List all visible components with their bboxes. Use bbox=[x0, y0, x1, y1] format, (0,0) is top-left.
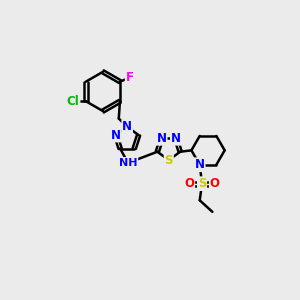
Text: N: N bbox=[171, 132, 181, 145]
Text: N: N bbox=[157, 132, 167, 145]
Text: O: O bbox=[184, 177, 194, 190]
Text: Cl: Cl bbox=[67, 95, 80, 108]
Text: O: O bbox=[210, 177, 220, 190]
Text: N: N bbox=[195, 158, 205, 171]
Text: S: S bbox=[164, 154, 173, 166]
Text: N: N bbox=[111, 129, 121, 142]
Text: N: N bbox=[122, 120, 132, 133]
Text: F: F bbox=[126, 71, 134, 84]
Text: NH: NH bbox=[119, 158, 137, 168]
Text: S: S bbox=[198, 177, 206, 190]
